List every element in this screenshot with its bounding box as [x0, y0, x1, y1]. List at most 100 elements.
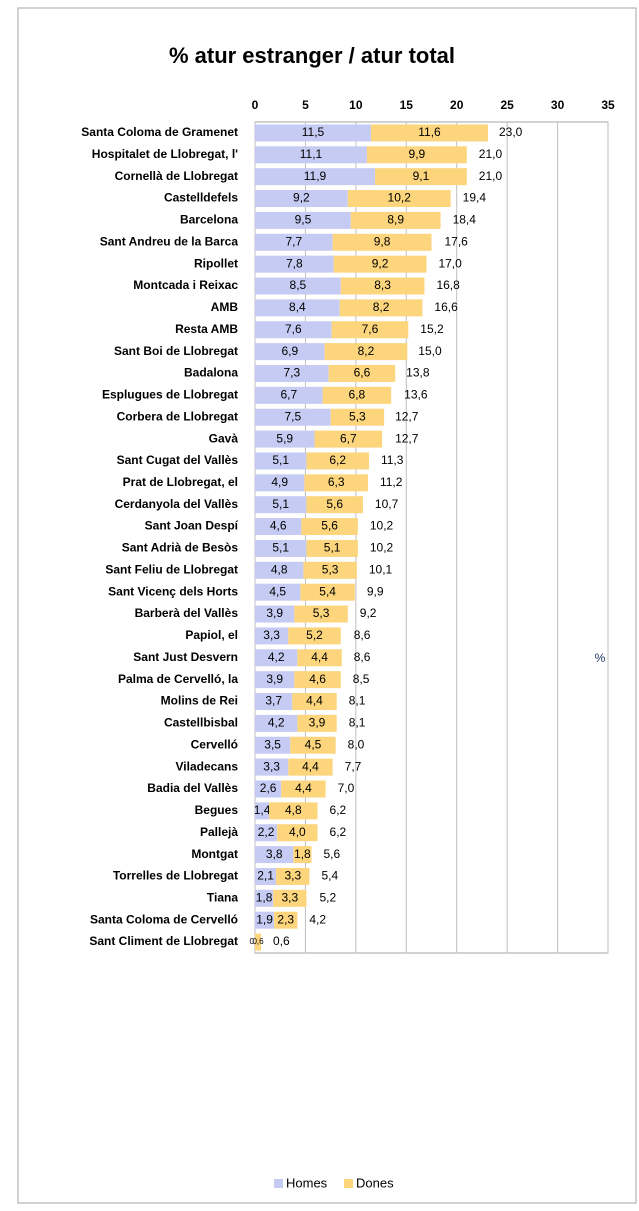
value-label: 7,8 [286, 256, 303, 270]
bar-segment [330, 408, 385, 426]
value-label: 9,1 [413, 169, 430, 183]
value-label: 5,3 [322, 562, 339, 576]
value-label: 6,2 [329, 453, 346, 467]
total-label: 8,1 [349, 694, 366, 708]
value-label: 10,2 [388, 191, 412, 205]
bar-segment [255, 889, 274, 907]
total-label: 10,7 [375, 497, 399, 511]
bar-segment [324, 343, 408, 361]
category-label: Ripollet [194, 256, 238, 270]
value-label: 5,6 [326, 497, 343, 511]
value-label: 9,5 [295, 213, 312, 227]
category-label: Tiana [207, 891, 238, 905]
total-label: 19,4 [463, 191, 487, 205]
value-label: 3,9 [266, 672, 283, 686]
value-label: 5,1 [272, 541, 289, 555]
bar-segment [274, 911, 298, 929]
value-label: 8,2 [373, 300, 390, 314]
value-label: 4,8 [271, 562, 288, 576]
category-label: Castelldefels [164, 191, 238, 205]
category-label: Papiol, el [185, 628, 238, 642]
legend-label: Dones [356, 1175, 394, 1190]
total-label: 12,7 [395, 409, 419, 423]
value-label: 11,6 [418, 125, 441, 139]
category-label: Cerdanyola del Vallès [115, 497, 239, 511]
bar-segment [255, 430, 315, 448]
value-label: 4,6 [270, 519, 287, 533]
total-label: 12,7 [395, 431, 419, 445]
value-label: 4,4 [306, 694, 323, 708]
category-label: Sant Vicenç dels Horts [108, 584, 238, 598]
bar-segment [314, 430, 383, 448]
value-label: 3,8 [266, 847, 283, 861]
value-label: 7,7 [285, 234, 302, 248]
bar-segment [288, 627, 341, 645]
bar-segment [255, 364, 329, 382]
bar-segment [255, 255, 334, 273]
value-label: 9,2 [372, 256, 389, 270]
bar-segment [255, 190, 348, 208]
bar-segment [303, 561, 357, 579]
x-tick-label: 0 [252, 98, 259, 112]
bar-segment [255, 496, 307, 514]
bar-segment [273, 889, 307, 907]
bar-segment [332, 233, 432, 251]
value-label: 6,3 [328, 475, 345, 489]
total-label: 8,6 [354, 650, 371, 664]
legend-swatch [274, 1179, 283, 1188]
bar-segment [255, 124, 371, 142]
value-label: 6,6 [354, 366, 371, 380]
bar-segment [255, 736, 291, 754]
bar-segment [255, 693, 293, 711]
total-label: 6,2 [330, 803, 347, 817]
bar-segment [255, 605, 295, 623]
value-label: 6,7 [280, 388, 297, 402]
axis-label: % [595, 651, 606, 665]
bar-segment [255, 343, 325, 361]
bar-segment [281, 780, 326, 798]
x-tick-label: 5 [302, 98, 309, 112]
value-label: 7,5 [284, 409, 301, 423]
bar-segment [293, 846, 312, 864]
bar-segment [306, 496, 363, 514]
value-label: 5,1 [324, 541, 341, 555]
bar-segment [255, 758, 289, 776]
bar-segment [255, 671, 295, 689]
total-label: 7,7 [345, 759, 362, 773]
category-label: Barcelona [180, 213, 238, 227]
category-label: Badia del Vallès [147, 781, 238, 795]
category-label: Hospitalet de Llobregat, l' [92, 147, 238, 161]
total-label: 17,0 [438, 256, 462, 270]
value-label: 2,2 [258, 825, 275, 839]
bar-segment [297, 714, 337, 732]
value-label: 8,9 [387, 213, 404, 227]
category-label: Resta AMB [175, 322, 238, 336]
bar-segment [370, 124, 488, 142]
total-label: 10,2 [370, 519, 394, 533]
total-label: 16,6 [434, 300, 458, 314]
value-label: 4,4 [295, 781, 312, 795]
bar-segment [331, 321, 409, 339]
value-label: 4,9 [271, 475, 288, 489]
bar-segment [255, 539, 307, 557]
category-label: Sant Feliu de Llobregat [105, 562, 238, 576]
category-label: Cervelló [191, 737, 238, 751]
bar-segment [255, 561, 304, 579]
legend-label: Homes [286, 1175, 328, 1190]
total-label: 10,1 [369, 562, 393, 576]
category-label: Santa Coloma de Cervelló [90, 912, 238, 926]
total-label: 7,0 [338, 781, 355, 795]
value-label: 4,4 [311, 650, 328, 664]
total-label: 8,1 [349, 716, 366, 730]
bar-segment [288, 758, 333, 776]
category-label: Corbera de Llobregat [117, 409, 238, 423]
bar-segment [322, 386, 392, 404]
value-label: 3,7 [265, 694, 282, 708]
total-label: 8,6 [354, 628, 371, 642]
bar-segment [375, 168, 467, 186]
total-label: 5,2 [319, 891, 336, 905]
value-label: 1,4 [254, 803, 271, 817]
total-label: 4,2 [309, 912, 326, 926]
bar-segment [255, 933, 262, 951]
legend-swatch [344, 1179, 353, 1188]
